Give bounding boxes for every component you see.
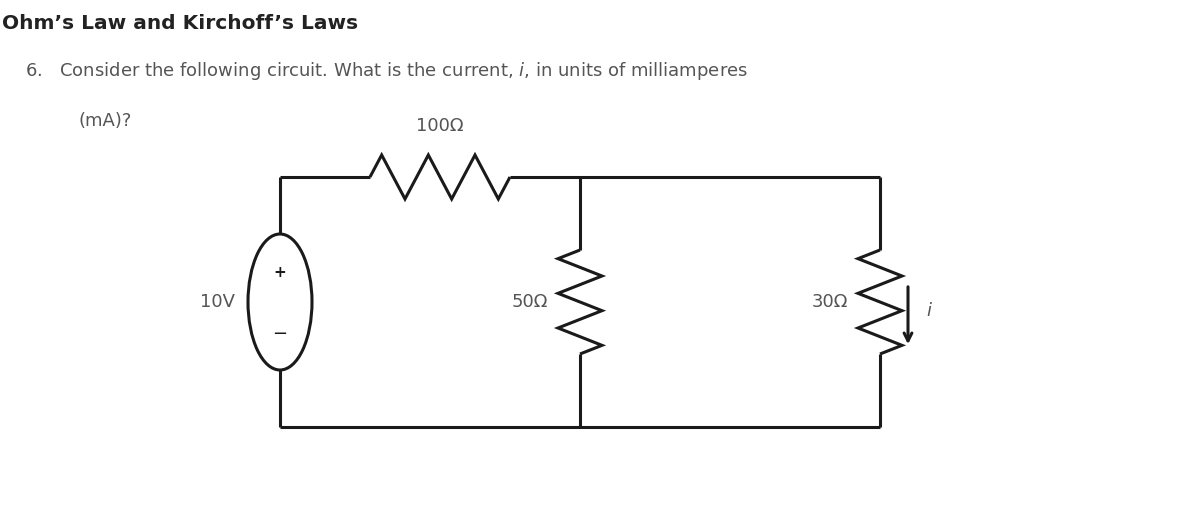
Text: +: + [274,264,287,279]
Text: (mA)?: (mA)? [78,112,131,130]
Text: 30Ω: 30Ω [811,293,848,311]
Text: 10V: 10V [200,293,235,311]
Text: 50Ω: 50Ω [511,293,548,311]
Text: −: − [272,325,288,343]
Text: 100Ω: 100Ω [416,117,463,135]
Text: $i$: $i$ [926,302,932,320]
Text: 6.   Consider the following circuit. What is the current, $i$, in units of milli: 6. Consider the following circuit. What … [25,60,748,82]
Text: Ohm’s Law and Kirchoff’s Laws: Ohm’s Law and Kirchoff’s Laws [2,14,358,33]
